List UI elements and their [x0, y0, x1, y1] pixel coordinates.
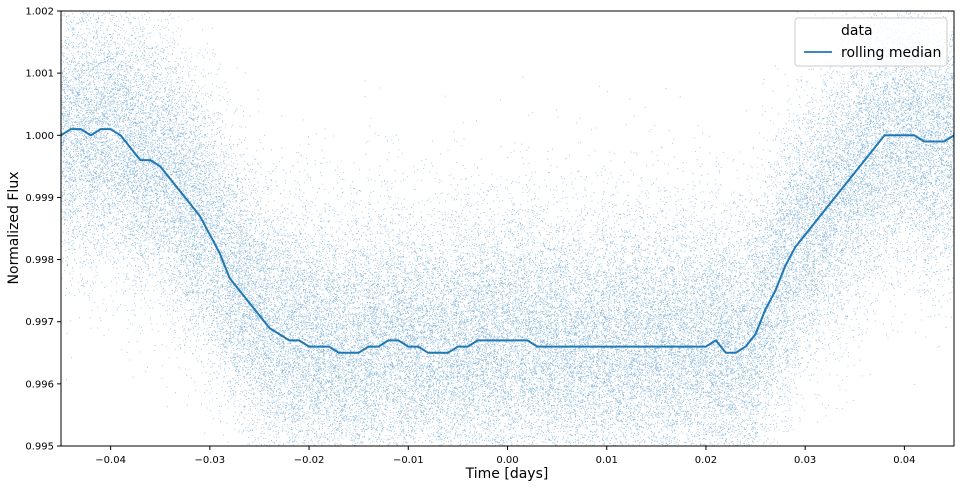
y-tick-label: 0.998 — [25, 255, 54, 266]
x-axis-label: Time [days] — [465, 466, 549, 482]
x-tick-label: 0.00 — [496, 455, 518, 466]
x-tick-label: 0.01 — [596, 455, 618, 466]
data-scatter-layer — [61, 10, 955, 447]
y-tick-label: 0.999 — [25, 193, 54, 204]
x-axis-ticks: −0.04 −0.03 −0.02 −0.01 0.00 0.01 0.02 0.03 0.04 — [95, 446, 916, 466]
y-tick-label: 0.997 — [25, 317, 54, 328]
y-axis-ticks: 0.995 0.996 0.997 0.998 0.999 1.000 1.001 1.002 — [25, 7, 61, 453]
x-tick-label: 0.03 — [794, 455, 816, 466]
y-tick-label: 1.001 — [25, 69, 54, 80]
rolling-median-line — [60, 128, 955, 354]
y-tick-label: 0.996 — [25, 379, 54, 390]
legend-data-label: data — [841, 23, 873, 39]
legend: data rolling median — [794, 17, 948, 67]
x-tick-label: −0.01 — [393, 455, 424, 466]
y-axis-label: Normalized Flux — [6, 172, 22, 285]
legend-box — [794, 17, 948, 67]
data-scatter-points — [61, 10, 955, 447]
y-tick-label: 1.002 — [25, 7, 54, 18]
x-tick-label: 0.02 — [695, 455, 717, 466]
x-tick-label: −0.02 — [294, 455, 325, 466]
rolling-median-layer — [60, 128, 955, 354]
x-tick-label: 0.04 — [893, 455, 915, 466]
legend-rolling-median-label: rolling median — [841, 45, 941, 61]
y-tick-label: 1.000 — [25, 131, 54, 142]
y-tick-label: 0.995 — [25, 442, 54, 453]
x-tick-label: −0.04 — [95, 455, 126, 466]
x-tick-label: −0.03 — [195, 455, 226, 466]
